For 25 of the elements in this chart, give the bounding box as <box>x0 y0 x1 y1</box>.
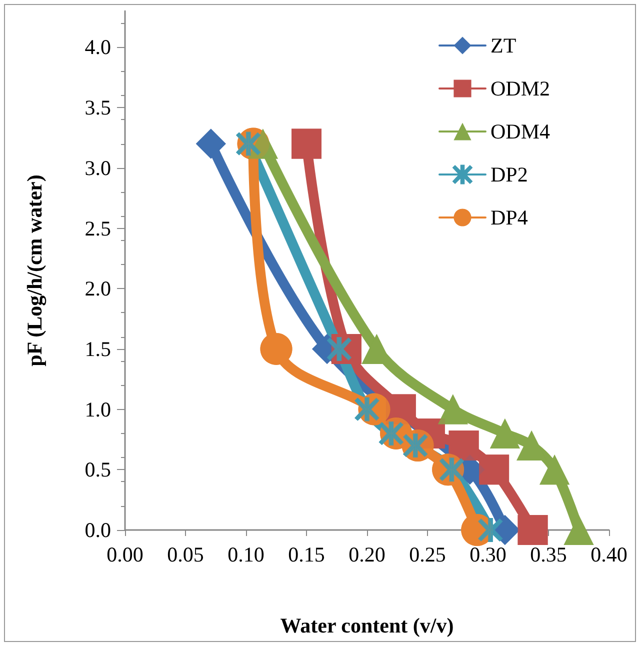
x-tick-label: 0.00 <box>106 542 144 566</box>
legend-label: ZT <box>490 34 516 58</box>
y-tick-label: 2.5 <box>84 216 111 240</box>
y-tick-label: 0.0 <box>84 518 111 542</box>
x-tick-label: 0.35 <box>530 542 567 566</box>
y-tick-label: 2.0 <box>84 276 111 301</box>
y-axis-title: pF (Log/h/(cm water) <box>22 174 46 366</box>
x-tick-label: 0.10 <box>228 542 264 566</box>
x-axis-title: Water content (v/v) <box>280 614 454 638</box>
y-tick-label: 4.0 <box>84 35 111 60</box>
x-tick-label: 0.20 <box>348 542 386 566</box>
x-tick-label: 0.40 <box>590 542 628 566</box>
legend-label: DP4 <box>490 206 528 230</box>
x-tick-label: 0.25 <box>409 542 446 566</box>
legend-label: ODM4 <box>490 120 550 144</box>
y-tick-label: 3.5 <box>84 96 111 120</box>
y-tick-label: 1.0 <box>84 397 111 422</box>
x-tick-label: 0.30 <box>470 542 506 566</box>
legend-label: ODM2 <box>490 76 550 100</box>
y-tick-label: 0.5 <box>84 458 111 482</box>
x-tick-label: 0.05 <box>167 542 204 566</box>
x-tick-label: 0.15 <box>288 542 325 566</box>
y-tick-label: 1.5 <box>84 336 111 361</box>
y-tick-label: 3.0 <box>84 156 111 180</box>
legend-label: DP2 <box>490 162 528 186</box>
